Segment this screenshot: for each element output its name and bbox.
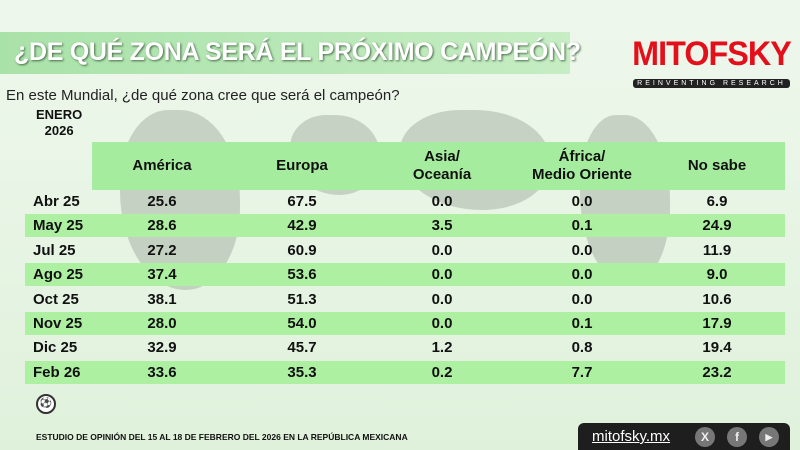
cell-value: 10.6 [702, 290, 732, 308]
cell-value: 0.1 [571, 315, 593, 332]
table-row: Oct 25 38.1 51.3 0.0 0.0 10.6 [25, 288, 785, 311]
youtube-icon[interactable]: ▶ [759, 427, 779, 447]
table-row: May 25 28.6 42.9 3.5 0.1 24.9 [25, 214, 785, 238]
row-label: Abr 25 [33, 193, 80, 210]
cell-value: 0.0 [571, 290, 593, 308]
cell-value: 32.9 [147, 339, 177, 357]
survey-question: En este Mundial, ¿de qué zona cree que s… [6, 87, 400, 104]
page-title: ¿DE QUÉ ZONA SERÁ EL PRÓXIMO CAMPEÓN? [14, 38, 581, 66]
table-row: Feb 26 33.6 35.3 0.2 7.7 23.2 [25, 360, 785, 384]
cell-value: 11.9 [702, 241, 732, 259]
soccer-ball-icon: ⚽ [36, 394, 56, 414]
cell-value: 24.9 [702, 217, 732, 235]
row-label: Dic 25 [33, 339, 78, 357]
cell-value: 0.0 [431, 315, 453, 332]
column-header: África/Medio Oriente [502, 148, 662, 184]
column-header-line: América [132, 157, 192, 174]
column-header-line: Asia/ [424, 148, 460, 165]
study-note: ESTUDIO DE OPINIÓN DEL 15 AL 18 DE FEBRE… [36, 432, 408, 442]
cell-value: 51.3 [287, 290, 317, 308]
table-row: Dic 25 32.9 45.7 1.2 0.8 19.4 [25, 336, 785, 359]
cell-value: 0.1 [571, 217, 593, 235]
cell-value: 1.2 [431, 339, 453, 357]
cell-value: 23.2 [702, 363, 732, 381]
table-header [92, 142, 785, 190]
cell-value: 0.8 [571, 339, 593, 357]
cell-value: 27.2 [147, 241, 177, 259]
cell-value: 0.0 [571, 266, 593, 284]
facebook-icon[interactable]: f [727, 427, 747, 447]
cell-value: 9.0 [706, 266, 728, 284]
cell-value: 17.9 [702, 315, 732, 332]
mitofsky-logo: MITOFSKY REINVENTING RESEARCH [628, 36, 795, 90]
row-label: May 25 [33, 217, 84, 235]
column-header-line: Oceanía [412, 166, 472, 183]
cell-value: 19.4 [702, 339, 732, 357]
cell-value: 28.0 [147, 315, 177, 332]
column-header: América [82, 157, 242, 175]
logo-tagline: REINVENTING RESEARCH [633, 79, 790, 88]
cell-value: 0.0 [431, 241, 453, 259]
row-label: Oct 25 [33, 290, 79, 308]
cell-value: 0.0 [571, 241, 593, 259]
table-row: Ago 25 37.4 53.6 0.0 0.0 9.0 [25, 263, 785, 287]
cell-value: 53.6 [287, 266, 317, 284]
period-year: 2026 [44, 123, 74, 138]
cell-value: 7.7 [571, 363, 593, 381]
column-header-line: África/ [558, 148, 606, 165]
title-band [0, 32, 570, 74]
cell-value: 54.0 [287, 315, 317, 332]
table-row: Jul 25 27.2 60.9 0.0 0.0 11.9 [25, 239, 785, 262]
period-month: ENERO [36, 107, 83, 122]
cell-value: 33.6 [147, 363, 177, 381]
cell-value: 45.7 [287, 339, 317, 357]
column-header-line: No sabe [687, 157, 747, 174]
cell-value: 35.3 [287, 363, 317, 381]
social-bar: mitofsky.mx X f ▶ [578, 423, 790, 450]
cell-value: 28.6 [147, 217, 177, 235]
period-label: ENERO 2026 [36, 107, 82, 139]
cell-value: 37.4 [147, 266, 177, 284]
cell-value: 60.9 [287, 241, 317, 259]
x-icon[interactable]: X [695, 427, 715, 447]
column-header: Europa [222, 157, 382, 175]
row-label: Feb 26 [33, 363, 81, 381]
cell-value: 3.5 [431, 217, 453, 235]
row-label: Ago 25 [33, 266, 84, 284]
cell-value: 0.0 [431, 290, 453, 308]
table-row: Abr 25 25.6 67.5 0.0 0.0 6.9 [25, 190, 785, 213]
website-link[interactable]: mitofsky.mx [592, 428, 671, 445]
cell-value: 6.9 [706, 193, 728, 210]
table-row: Nov 25 28.0 54.0 0.0 0.1 17.9 [25, 312, 785, 335]
cell-value: 38.1 [147, 290, 177, 308]
column-header-line: Medio Oriente [531, 166, 632, 183]
cell-value: 25.6 [147, 193, 177, 210]
cell-value: 42.9 [287, 217, 317, 235]
logo-text: MITOFSKY [632, 35, 792, 73]
row-label: Jul 25 [33, 241, 76, 259]
cell-value: 0.0 [571, 193, 593, 210]
column-header-line: Europa [276, 157, 328, 174]
cell-value: 67.5 [287, 193, 317, 210]
cell-value: 0.2 [431, 363, 453, 381]
column-header: No sabe [637, 157, 797, 175]
cell-value: 0.0 [431, 193, 453, 210]
column-header: Asia/Oceanía [362, 148, 522, 184]
cell-value: 0.0 [431, 266, 453, 284]
row-label: Nov 25 [33, 315, 83, 332]
map-americas [120, 110, 240, 290]
